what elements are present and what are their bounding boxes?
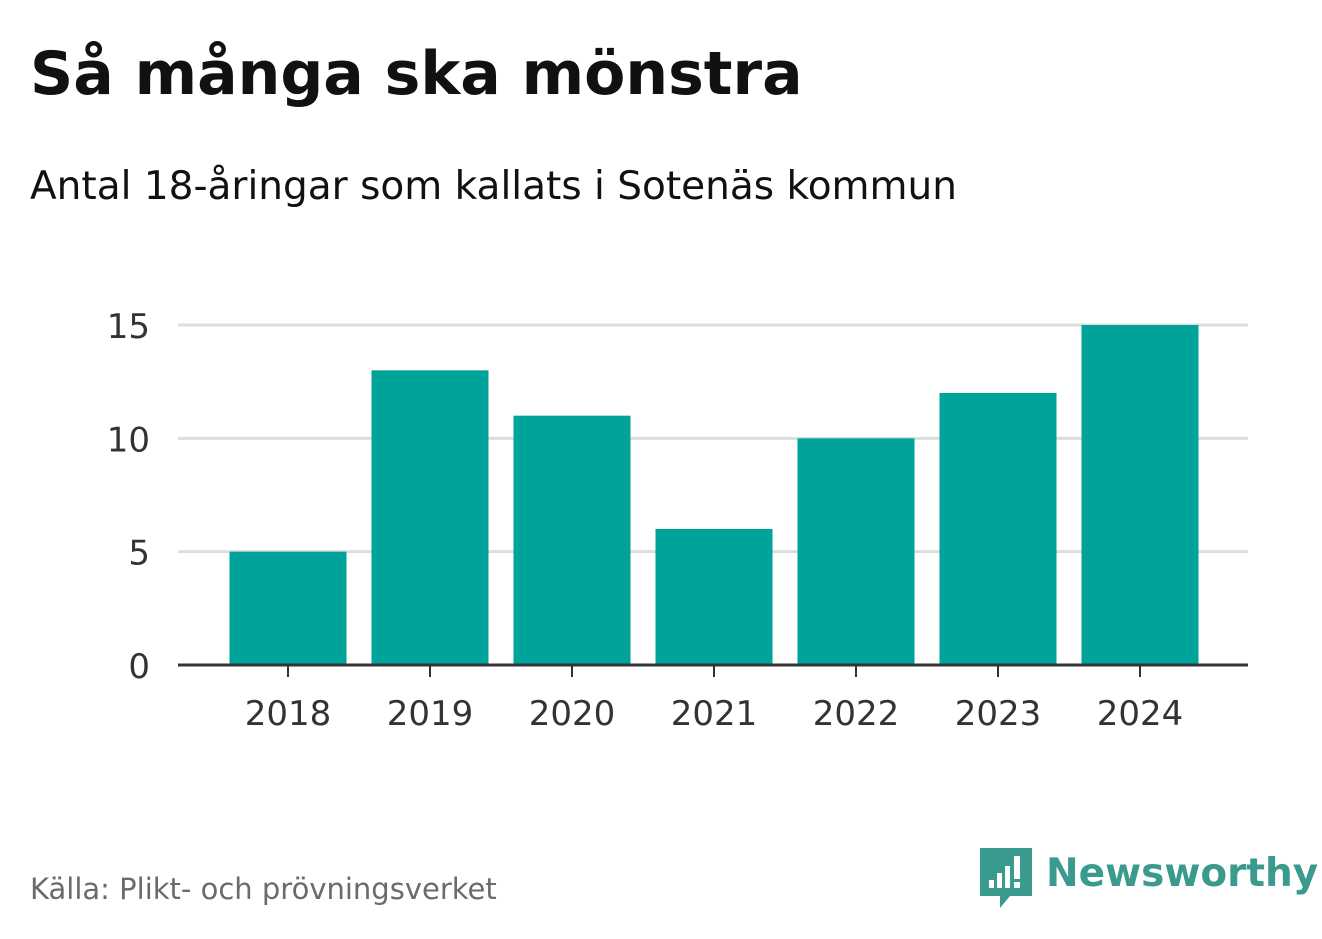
- x-tick-label: 2019: [387, 694, 474, 734]
- bar: [229, 551, 347, 665]
- x-tick-label: 2022: [813, 694, 900, 734]
- chart-title: Så många ska mönstra: [30, 39, 803, 109]
- newsworthy-logo: Newsworthy: [980, 848, 1318, 912]
- bar: [939, 393, 1057, 665]
- newsworthy-logo-icon: [980, 848, 1032, 908]
- x-tick-label: 2021: [671, 694, 758, 734]
- chart-subtitle: Antal 18-åringar som kallats i Sotenäs k…: [30, 164, 957, 209]
- bar: [655, 529, 773, 665]
- y-tick-label: 15: [107, 307, 150, 347]
- x-tick-label: 2020: [529, 694, 616, 734]
- bar-chart: 0 5 10 15 2018 2019 2020 2021 2022 2023 2024: [107, 307, 1248, 734]
- y-tick-label: 5: [128, 534, 150, 574]
- x-tick-label: 2024: [1097, 694, 1184, 734]
- source-note: Källa: Plikt- och prövningsverket: [30, 872, 497, 906]
- x-tick-label: 2023: [955, 694, 1042, 734]
- bar: [371, 370, 489, 665]
- y-tick-label: 10: [107, 420, 150, 460]
- brand-name: Newsworthy: [1046, 851, 1319, 896]
- x-tick-label: 2018: [245, 694, 332, 734]
- bar: [1081, 325, 1199, 665]
- bar: [797, 438, 915, 665]
- bar: [513, 415, 631, 665]
- y-tick-label: 0: [128, 647, 150, 687]
